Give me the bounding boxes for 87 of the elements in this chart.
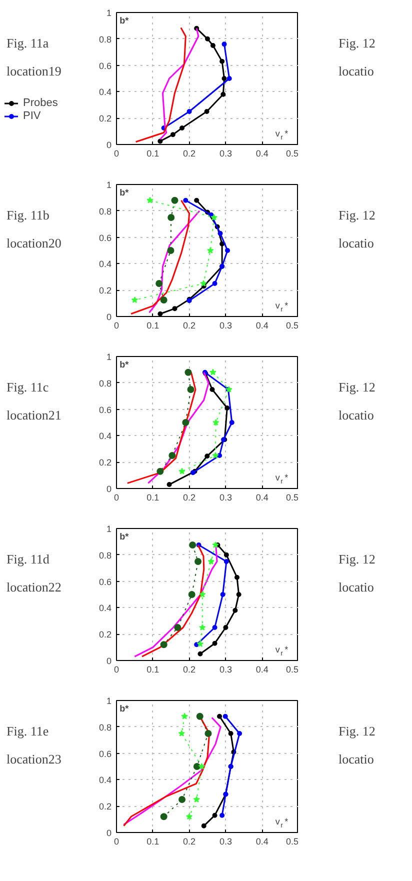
y-tick-label: 0.8 [98,378,112,388]
legend-label: PIV [23,109,42,122]
x-tick-label: 0.1 [146,492,160,502]
caption: Fig. 11b [6,208,50,222]
caption: Fig. 12 [338,724,376,738]
y-tick-label: 0 [106,484,112,494]
x-tick-label: 0.5 [286,320,299,330]
y-tick-label: 0.2 [98,114,112,124]
y-tick-label: 0.8 [98,550,112,560]
x-tick-label: 0.4 [256,836,268,846]
text: location19 [6,64,62,78]
y-tick-label: 0 [106,140,112,150]
text: locatio [338,580,374,594]
legend-label: Probes [23,96,58,109]
y-axis-title: b* [120,16,130,26]
y-tick-label: 0 [106,656,112,666]
x-tick-label: 0 [114,148,120,158]
caption: Fig. 12 [338,380,376,394]
y-tick-label: 0.4 [98,259,112,270]
y-tick-label: 0.4 [98,87,112,98]
x-tick-label: 0.4 [256,664,268,674]
y-tick-label: 0.4 [98,431,112,442]
caption: Fig. 11c [6,380,49,394]
text: locatio [338,64,374,78]
y-tick-label: 0.4 [98,775,112,786]
text: locatio [338,408,374,422]
x-tick-label: 0.1 [146,148,160,158]
caption: Fig. 12 [338,208,376,222]
y-tick-label: 0.6 [98,748,112,759]
x-tick-label: 0 [114,664,120,674]
x-tick-label: 0 [114,836,120,846]
caption: Fig. 11d [6,552,50,566]
y-axis-title: b* [120,188,130,198]
x-tick-label: 0.2 [183,664,196,674]
text: location23 [6,752,62,766]
x-tick-label: 0.2 [183,492,196,502]
y-tick-label: 0.2 [98,630,112,640]
y-axis-title: b* [120,360,130,370]
x-tick-label: 0.3 [219,320,232,330]
x-tick-label: 0.1 [146,320,160,330]
x-tick-label: 0.4 [256,148,268,158]
text: locatio [338,236,374,250]
caption: Fig. 12 [338,36,376,50]
y-tick-label: 1 [106,696,112,706]
y-tick-label: 1 [106,352,112,362]
y-tick-label: 0.6 [98,404,112,415]
x-tick-label: 0.5 [286,664,299,674]
caption: Fig. 11a [6,36,49,50]
y-axis-title: b* [120,704,130,714]
text: location21 [6,408,62,422]
x-tick-label: 0.2 [183,320,196,330]
caption: Fig. 11e [6,724,49,738]
y-tick-label: 0 [106,312,112,322]
y-tick-label: 0.6 [98,232,112,243]
x-tick-label: 0.2 [183,836,196,846]
x-tick-label: 0.1 [146,664,160,674]
y-tick-label: 0.8 [98,722,112,732]
x-tick-label: 0.2 [183,148,196,158]
text: location20 [6,236,62,250]
x-tick-label: 0.3 [219,492,232,502]
y-tick-label: 1 [106,524,112,534]
y-tick-label: 0.6 [98,60,112,71]
x-tick-label: 0.5 [286,492,299,502]
text: locatio [338,752,374,766]
y-tick-label: 0.6 [98,576,112,587]
y-tick-label: 0.2 [98,458,112,468]
x-tick-label: 0.5 [286,836,299,846]
y-tick-label: 0.2 [98,802,112,812]
x-tick-label: 0 [114,492,120,502]
y-axis-title: b* [120,532,130,542]
x-tick-label: 0.4 [256,492,268,502]
x-tick-label: 0.1 [146,836,160,846]
y-tick-label: 1 [106,180,112,190]
y-tick-label: 0 [106,828,112,838]
caption: Fig. 12 [338,552,376,566]
x-tick-label: 0.3 [219,148,232,158]
y-tick-label: 0.4 [98,603,112,614]
x-tick-label: 0.5 [286,148,299,158]
y-tick-label: 0.8 [98,34,112,44]
x-tick-label: 0.3 [219,836,232,846]
y-tick-label: 0.2 [98,286,112,296]
y-tick-label: 0.8 [98,206,112,216]
x-tick-label: 0.4 [256,320,268,330]
x-tick-label: 0 [114,320,120,330]
y-tick-label: 1 [106,8,112,18]
text: location22 [6,580,62,594]
x-tick-label: 0.3 [219,664,232,674]
